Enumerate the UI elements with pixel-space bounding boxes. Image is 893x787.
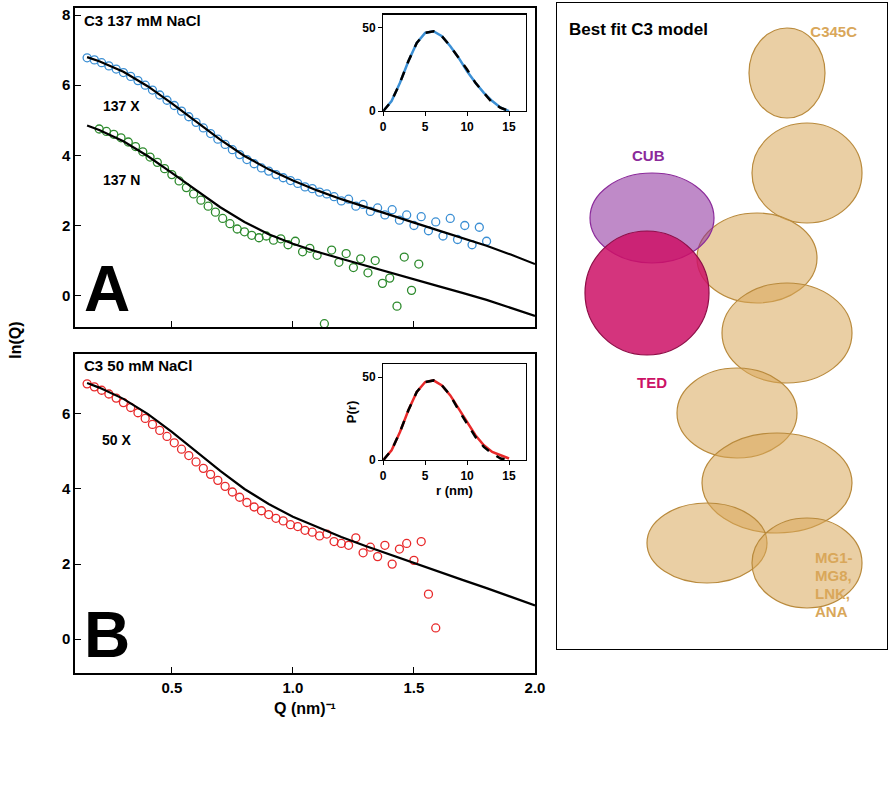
- svg-text:50 X: 50 X: [102, 432, 131, 448]
- svg-text:0: 0: [380, 469, 387, 483]
- svg-text:15: 15: [502, 120, 516, 134]
- svg-text:r (nm): r (nm): [436, 483, 473, 498]
- svg-text:1.0: 1.0: [282, 679, 303, 696]
- svg-text:137 N: 137 N: [103, 172, 140, 188]
- svg-text:15: 15: [502, 469, 516, 483]
- svg-text:0: 0: [380, 120, 387, 134]
- svg-text:137 X: 137 X: [103, 98, 140, 114]
- svg-text:0: 0: [369, 104, 376, 118]
- svg-text:MG8,: MG8,: [815, 567, 852, 584]
- svg-text:ANA: ANA: [815, 603, 848, 620]
- svg-text:2: 2: [62, 217, 70, 234]
- svg-text:4: 4: [62, 480, 71, 497]
- svg-text:8: 8: [62, 6, 70, 23]
- svg-text:P(r): P(r): [344, 401, 359, 423]
- svg-text:50: 50: [362, 370, 376, 384]
- svg-text:4: 4: [62, 147, 71, 164]
- svg-text:B: B: [84, 599, 130, 671]
- svg-text:2.0: 2.0: [525, 679, 546, 696]
- svg-text:5: 5: [422, 120, 429, 134]
- svg-text:0.5: 0.5: [161, 679, 182, 696]
- svg-text:Q (nm)⁻¹: Q (nm)⁻¹: [274, 700, 336, 717]
- svg-text:0: 0: [369, 453, 376, 467]
- svg-text:TED: TED: [637, 374, 667, 391]
- svg-text:6: 6: [62, 76, 70, 93]
- svg-text:6: 6: [62, 405, 70, 422]
- svg-text:10: 10: [460, 469, 474, 483]
- svg-text:C3 50 mM NaCl: C3 50 mM NaCl: [84, 357, 192, 374]
- svg-text:0: 0: [62, 630, 70, 647]
- svg-text:ln(Q): ln(Q): [7, 321, 24, 358]
- svg-text:50: 50: [362, 21, 376, 35]
- svg-text:10: 10: [460, 120, 474, 134]
- svg-text:MG1-: MG1-: [815, 549, 853, 566]
- svg-text:A: A: [84, 253, 130, 325]
- svg-text:C3 137 mM NaCl: C3 137 mM NaCl: [84, 12, 201, 29]
- svg-text:2: 2: [62, 555, 70, 572]
- svg-text:CUB: CUB: [632, 147, 665, 164]
- svg-text:Best fit C3 model: Best fit C3 model: [569, 20, 708, 39]
- svg-text:C345C: C345C: [810, 23, 857, 40]
- svg-text:0: 0: [62, 287, 70, 304]
- svg-text:5: 5: [422, 469, 429, 483]
- svg-text:1.5: 1.5: [404, 679, 425, 696]
- svg-text:LNK,: LNK,: [815, 585, 850, 602]
